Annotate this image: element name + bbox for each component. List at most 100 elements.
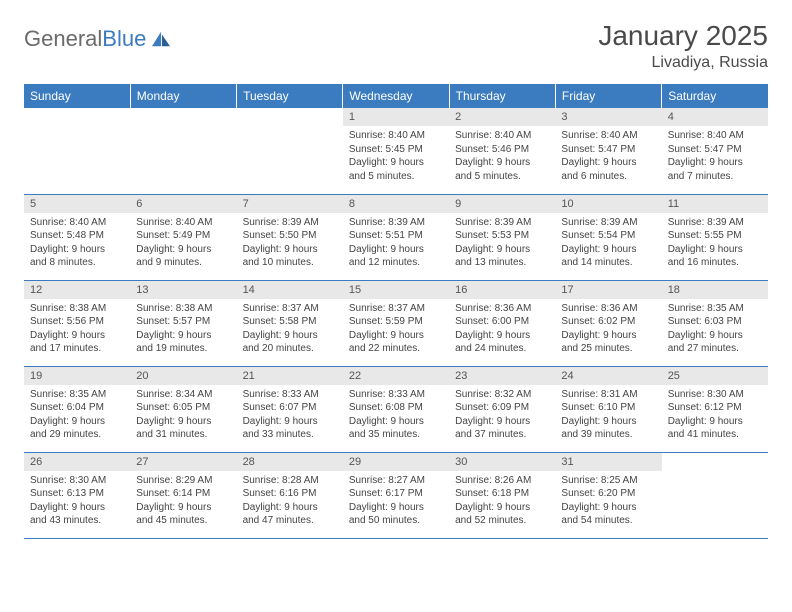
- calendar-body: 1Sunrise: 8:40 AMSunset: 5:45 PMDaylight…: [24, 108, 768, 538]
- calendar-cell: 5Sunrise: 8:40 AMSunset: 5:48 PMDaylight…: [24, 194, 130, 280]
- calendar-cell: 20Sunrise: 8:34 AMSunset: 6:05 PMDayligh…: [130, 366, 236, 452]
- day-number: 31: [555, 453, 661, 471]
- calendar-cell: 27Sunrise: 8:29 AMSunset: 6:14 PMDayligh…: [130, 452, 236, 538]
- day-details: Sunrise: 8:27 AMSunset: 6:17 PMDaylight:…: [343, 471, 449, 532]
- day-details: Sunrise: 8:40 AMSunset: 5:47 PMDaylight:…: [555, 126, 661, 187]
- page-title: January 2025: [598, 20, 768, 52]
- day-details: Sunrise: 8:29 AMSunset: 6:14 PMDaylight:…: [130, 471, 236, 532]
- calendar-row: 19Sunrise: 8:35 AMSunset: 6:04 PMDayligh…: [24, 366, 768, 452]
- calendar-cell: 19Sunrise: 8:35 AMSunset: 6:04 PMDayligh…: [24, 366, 130, 452]
- logo: GeneralBlue: [24, 26, 172, 52]
- calendar-cell-empty: [24, 108, 130, 194]
- day-number: 18: [662, 281, 768, 299]
- weekday-header: Wednesday: [343, 84, 449, 108]
- calendar-row: 12Sunrise: 8:38 AMSunset: 5:56 PMDayligh…: [24, 280, 768, 366]
- weekday-header: Monday: [130, 84, 236, 108]
- calendar-table: SundayMondayTuesdayWednesdayThursdayFrid…: [24, 84, 768, 539]
- day-number: 30: [449, 453, 555, 471]
- calendar-cell: 1Sunrise: 8:40 AMSunset: 5:45 PMDaylight…: [343, 108, 449, 194]
- weekday-header-row: SundayMondayTuesdayWednesdayThursdayFrid…: [24, 84, 768, 108]
- calendar-cell: 12Sunrise: 8:38 AMSunset: 5:56 PMDayligh…: [24, 280, 130, 366]
- day-number: 26: [24, 453, 130, 471]
- day-details: Sunrise: 8:30 AMSunset: 6:12 PMDaylight:…: [662, 385, 768, 446]
- day-number: 20: [130, 367, 236, 385]
- calendar-cell: 24Sunrise: 8:31 AMSunset: 6:10 PMDayligh…: [555, 366, 661, 452]
- calendar-cell: 2Sunrise: 8:40 AMSunset: 5:46 PMDaylight…: [449, 108, 555, 194]
- calendar-row: 1Sunrise: 8:40 AMSunset: 5:45 PMDaylight…: [24, 108, 768, 194]
- calendar-cell: 18Sunrise: 8:35 AMSunset: 6:03 PMDayligh…: [662, 280, 768, 366]
- weekday-header: Thursday: [449, 84, 555, 108]
- day-number: 8: [343, 195, 449, 213]
- calendar-cell: 9Sunrise: 8:39 AMSunset: 5:53 PMDaylight…: [449, 194, 555, 280]
- day-number: 24: [555, 367, 661, 385]
- calendar-cell: 26Sunrise: 8:30 AMSunset: 6:13 PMDayligh…: [24, 452, 130, 538]
- day-number: 29: [343, 453, 449, 471]
- calendar-cell: 31Sunrise: 8:25 AMSunset: 6:20 PMDayligh…: [555, 452, 661, 538]
- day-details: Sunrise: 8:40 AMSunset: 5:46 PMDaylight:…: [449, 126, 555, 187]
- calendar-cell: 13Sunrise: 8:38 AMSunset: 5:57 PMDayligh…: [130, 280, 236, 366]
- calendar-cell: 15Sunrise: 8:37 AMSunset: 5:59 PMDayligh…: [343, 280, 449, 366]
- day-details: Sunrise: 8:31 AMSunset: 6:10 PMDaylight:…: [555, 385, 661, 446]
- day-details: Sunrise: 8:39 AMSunset: 5:54 PMDaylight:…: [555, 213, 661, 274]
- calendar-cell: 8Sunrise: 8:39 AMSunset: 5:51 PMDaylight…: [343, 194, 449, 280]
- day-number: 22: [343, 367, 449, 385]
- day-details: Sunrise: 8:36 AMSunset: 6:00 PMDaylight:…: [449, 299, 555, 360]
- day-number: 14: [237, 281, 343, 299]
- calendar-cell: 7Sunrise: 8:39 AMSunset: 5:50 PMDaylight…: [237, 194, 343, 280]
- day-details: Sunrise: 8:30 AMSunset: 6:13 PMDaylight:…: [24, 471, 130, 532]
- day-number: 10: [555, 195, 661, 213]
- day-details: Sunrise: 8:39 AMSunset: 5:50 PMDaylight:…: [237, 213, 343, 274]
- logo-text: GeneralBlue: [24, 26, 146, 52]
- calendar-cell: 30Sunrise: 8:26 AMSunset: 6:18 PMDayligh…: [449, 452, 555, 538]
- day-details: Sunrise: 8:40 AMSunset: 5:48 PMDaylight:…: [24, 213, 130, 274]
- day-details: Sunrise: 8:32 AMSunset: 6:09 PMDaylight:…: [449, 385, 555, 446]
- calendar-cell: 17Sunrise: 8:36 AMSunset: 6:02 PMDayligh…: [555, 280, 661, 366]
- day-number: 9: [449, 195, 555, 213]
- day-details: Sunrise: 8:39 AMSunset: 5:53 PMDaylight:…: [449, 213, 555, 274]
- day-details: Sunrise: 8:38 AMSunset: 5:56 PMDaylight:…: [24, 299, 130, 360]
- day-number: 17: [555, 281, 661, 299]
- logo-text-2: Blue: [102, 26, 146, 51]
- day-details: Sunrise: 8:39 AMSunset: 5:51 PMDaylight:…: [343, 213, 449, 274]
- calendar-cell-empty: [662, 452, 768, 538]
- weekday-header: Sunday: [24, 84, 130, 108]
- day-number: 4: [662, 108, 768, 126]
- day-details: Sunrise: 8:34 AMSunset: 6:05 PMDaylight:…: [130, 385, 236, 446]
- calendar-cell: 21Sunrise: 8:33 AMSunset: 6:07 PMDayligh…: [237, 366, 343, 452]
- calendar-row: 5Sunrise: 8:40 AMSunset: 5:48 PMDaylight…: [24, 194, 768, 280]
- day-number: 5: [24, 195, 130, 213]
- calendar-cell: 6Sunrise: 8:40 AMSunset: 5:49 PMDaylight…: [130, 194, 236, 280]
- calendar-cell: 4Sunrise: 8:40 AMSunset: 5:47 PMDaylight…: [662, 108, 768, 194]
- calendar-cell: 3Sunrise: 8:40 AMSunset: 5:47 PMDaylight…: [555, 108, 661, 194]
- day-number: 7: [237, 195, 343, 213]
- day-number: 27: [130, 453, 236, 471]
- day-details: Sunrise: 8:33 AMSunset: 6:07 PMDaylight:…: [237, 385, 343, 446]
- calendar-cell: 22Sunrise: 8:33 AMSunset: 6:08 PMDayligh…: [343, 366, 449, 452]
- calendar-cell: 11Sunrise: 8:39 AMSunset: 5:55 PMDayligh…: [662, 194, 768, 280]
- weekday-header: Tuesday: [237, 84, 343, 108]
- day-number: 12: [24, 281, 130, 299]
- day-details: Sunrise: 8:40 AMSunset: 5:45 PMDaylight:…: [343, 126, 449, 187]
- calendar-cell: 29Sunrise: 8:27 AMSunset: 6:17 PMDayligh…: [343, 452, 449, 538]
- day-number: 3: [555, 108, 661, 126]
- header: GeneralBlue January 2025 Livadiya, Russi…: [24, 20, 768, 72]
- day-number: 21: [237, 367, 343, 385]
- day-details: Sunrise: 8:40 AMSunset: 5:49 PMDaylight:…: [130, 213, 236, 274]
- day-number: 23: [449, 367, 555, 385]
- calendar-cell: 25Sunrise: 8:30 AMSunset: 6:12 PMDayligh…: [662, 366, 768, 452]
- day-number: 16: [449, 281, 555, 299]
- day-number: 2: [449, 108, 555, 126]
- logo-sail-icon: [150, 30, 172, 48]
- day-number: 6: [130, 195, 236, 213]
- day-details: Sunrise: 8:37 AMSunset: 5:58 PMDaylight:…: [237, 299, 343, 360]
- calendar-row: 26Sunrise: 8:30 AMSunset: 6:13 PMDayligh…: [24, 452, 768, 538]
- day-number: 11: [662, 195, 768, 213]
- day-number: 19: [24, 367, 130, 385]
- weekday-header: Friday: [555, 84, 661, 108]
- calendar-cell: 16Sunrise: 8:36 AMSunset: 6:00 PMDayligh…: [449, 280, 555, 366]
- day-number: 15: [343, 281, 449, 299]
- weekday-header: Saturday: [662, 84, 768, 108]
- day-details: Sunrise: 8:38 AMSunset: 5:57 PMDaylight:…: [130, 299, 236, 360]
- day-details: Sunrise: 8:35 AMSunset: 6:03 PMDaylight:…: [662, 299, 768, 360]
- day-number: 1: [343, 108, 449, 126]
